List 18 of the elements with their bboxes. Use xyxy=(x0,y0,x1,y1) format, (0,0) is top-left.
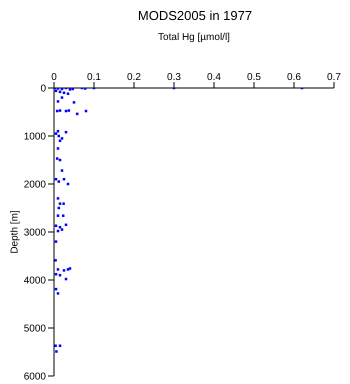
y-tick-label: 3000 xyxy=(24,228,46,239)
x-tick-label: 0 xyxy=(51,72,58,83)
x-tick-label: 0.2 xyxy=(127,72,142,83)
x-tick-label: 0.4 xyxy=(207,72,222,83)
x-tick-label: 0.1 xyxy=(87,72,102,83)
x-axis-title: Total Hg [µmol/l] xyxy=(158,32,230,43)
x-tick-label: 0.7 xyxy=(327,72,342,83)
x-tick-label: 0.6 xyxy=(287,72,302,83)
y-axis-title: Depth [m] xyxy=(10,210,21,254)
x-tick-label: 0.5 xyxy=(247,72,262,83)
y-tick-label: 1000 xyxy=(24,132,46,143)
y-tick-label: 0 xyxy=(40,84,46,95)
y-tick-label: 5000 xyxy=(24,324,46,335)
x-tick-label: 0.3 xyxy=(167,72,182,83)
y-tick-label: 2000 xyxy=(24,180,46,191)
y-tick-label: 6000 xyxy=(24,372,46,383)
y-tick-label: 4000 xyxy=(24,276,46,287)
chart-title: MODS2005 in 1977 xyxy=(136,8,254,25)
